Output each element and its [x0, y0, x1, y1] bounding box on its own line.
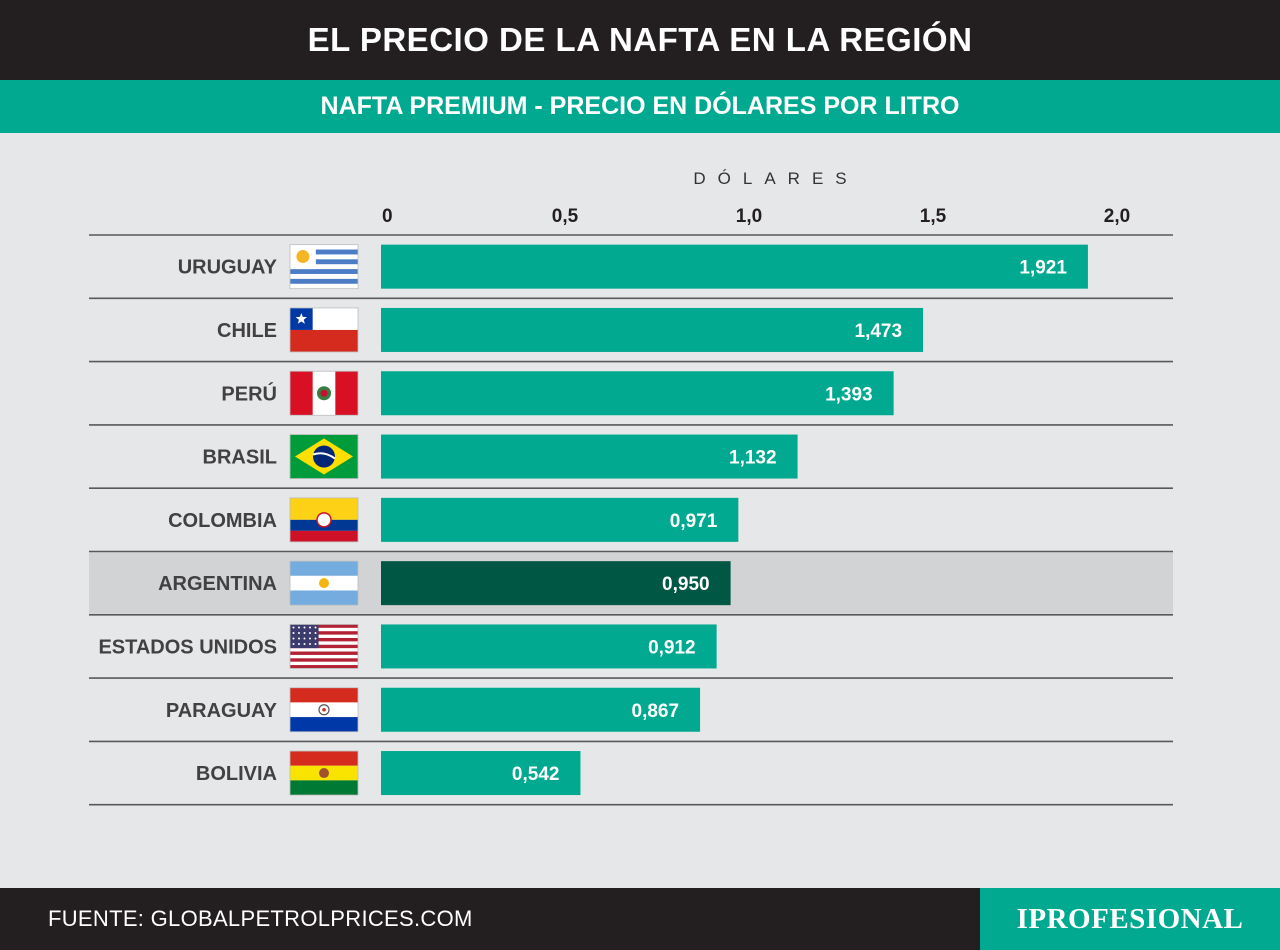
- category-label: ARGENTINA: [158, 573, 277, 595]
- bar: [381, 434, 798, 479]
- brand-logo: IPROFESIONAL: [980, 888, 1280, 950]
- chart-title: EL PRECIO DE LA NAFTA EN LA REGIÓN: [0, 0, 1280, 80]
- paraguay-flag-icon: [289, 687, 359, 733]
- x-tick-label: 1,0: [736, 206, 762, 227]
- bar: [381, 244, 1088, 289]
- category-label: PARAGUAY: [166, 700, 278, 722]
- category-label: COLOMBIA: [168, 510, 277, 532]
- bar: [381, 687, 701, 732]
- bar: [381, 561, 731, 606]
- bar: [381, 307, 924, 352]
- category-label: CHILE: [217, 320, 277, 342]
- source-note: FUENTE: GLOBALPETROLPRICES.COM: [0, 888, 980, 950]
- bar: [381, 497, 739, 542]
- bar-chart: DÓLARES 0 0,5 1,0 1,5 2,0 URUGUAY 1,921 CHILE 1,4…: [89, 169, 1173, 806]
- category-label: URUGUAY: [178, 257, 278, 279]
- axis-unit-label: DÓLARES: [693, 169, 858, 188]
- bar: [381, 751, 581, 796]
- x-tick-label: 1,5: [920, 206, 947, 227]
- category-label: BRASIL: [203, 447, 277, 469]
- chile-flag-icon: [289, 307, 359, 353]
- category-label: BOLIVIA: [196, 763, 277, 785]
- data-label: 0,950: [662, 574, 710, 595]
- data-label: 1,132: [729, 448, 777, 469]
- data-label: 1,473: [855, 321, 903, 342]
- data-label: 0,971: [670, 511, 718, 532]
- bar: [381, 624, 717, 669]
- category-label: ESTADOS UNIDOS: [98, 636, 277, 658]
- bolivia-flag-icon: [289, 750, 359, 796]
- data-label: 0,542: [512, 764, 560, 785]
- peru-flag-icon: [289, 370, 359, 416]
- x-tick-label: 0,5: [552, 206, 579, 227]
- usa-flag-icon: [289, 624, 359, 669]
- x-tick-label: 2,0: [1104, 206, 1130, 227]
- colombia-flag-icon: [289, 497, 359, 543]
- data-label: 0,867: [632, 701, 680, 722]
- argentina-flag-icon: [289, 560, 359, 606]
- chart-subtitle: NAFTA PREMIUM - PRECIO EN DÓLARES POR LI…: [0, 80, 1280, 133]
- uruguay-flag-icon: [289, 244, 359, 290]
- brazil-flag-icon: [289, 434, 359, 479]
- data-label: 1,393: [825, 384, 873, 405]
- data-label: 0,912: [648, 637, 696, 658]
- x-tick-label: 0: [382, 206, 393, 227]
- data-label: 1,921: [1019, 258, 1067, 279]
- bar: [381, 371, 894, 416]
- category-label: PERÚ: [221, 381, 277, 405]
